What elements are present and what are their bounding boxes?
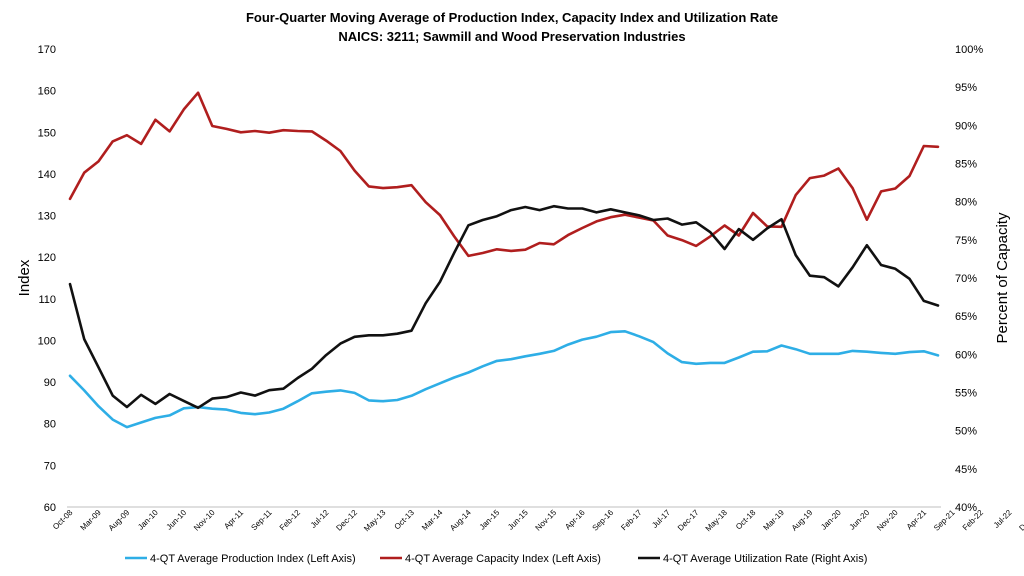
right-tick-label: 45% — [955, 464, 977, 476]
x-axis-ticks: Oct-08 Mar-09 Aug-09 Jan-10 Jun-10 Nov-10 Apr-… — [51, 508, 1024, 534]
right-tick-label: 40% — [955, 502, 977, 514]
x-tick-label: Sep-16 — [591, 508, 616, 533]
x-tick-label: Jul-22 — [992, 508, 1014, 530]
x-tick-label: Apr-11 — [222, 508, 245, 531]
series-line-1 — [68, 329, 940, 429]
x-tick-label: Oct-13 — [393, 508, 417, 532]
x-tick-label: Jan-20 — [819, 508, 843, 532]
x-tick-label: Nov-10 — [192, 508, 217, 533]
x-tick-label: Nov-20 — [875, 508, 900, 533]
left-tick-label: 70 — [44, 460, 56, 472]
x-tick-label: Apr-16 — [563, 508, 587, 532]
right-tick-label: 100% — [955, 44, 983, 56]
x-tick-label: Feb-12 — [278, 508, 303, 533]
right-axis-title: Percent of Capacity — [994, 212, 1011, 343]
x-tick-label: Jul-17 — [650, 508, 672, 530]
left-tick-label: 140 — [38, 169, 56, 181]
legend-label-3: 4-QT Average Utilization Rate (Right Axi… — [663, 553, 867, 565]
x-tick-label: Jan-15 — [478, 508, 502, 532]
left-tick-label: 110 — [38, 294, 56, 306]
x-tick-label: Mar-14 — [420, 508, 445, 533]
x-tick-label: Feb-17 — [619, 508, 644, 533]
left-tick-label: 160 — [38, 86, 56, 98]
chart-subtitle: NAICS: 3211; Sawmill and Wood Preservati… — [338, 29, 685, 44]
left-tick-label: 120 — [38, 252, 56, 264]
left-tick-label: 170 — [38, 44, 56, 56]
chart-title: Four-Quarter Moving Average of Productio… — [246, 10, 778, 25]
series-line-2 — [68, 91, 940, 258]
legend-label-2: 4-QT Average Capacity Index (Left Axis) — [405, 553, 601, 565]
right-tick-label: 90% — [955, 120, 977, 132]
left-axis-ticks: 60 70 80 90 100 110 120 130 140 150 160 170 — [38, 44, 56, 514]
x-tick-label: Mar-09 — [79, 508, 104, 533]
x-tick-label: Jun-20 — [848, 508, 872, 532]
x-tick-label: May-18 — [704, 508, 730, 534]
x-tick-label: Aug-14 — [448, 508, 473, 533]
left-axis-title: Index — [16, 259, 33, 296]
left-tick-label: 130 — [38, 211, 56, 223]
right-tick-label: 80% — [955, 197, 977, 209]
series-line-3 — [68, 204, 940, 410]
x-tick-label: Sep-11 — [249, 508, 274, 533]
x-tick-label: Aug-19 — [790, 508, 815, 533]
x-tick-label: Jan-10 — [136, 508, 160, 532]
right-tick-label: 55% — [955, 388, 977, 400]
right-tick-label: 65% — [955, 311, 977, 323]
right-tick-label: 60% — [955, 349, 977, 361]
x-tick-label: Dec-12 — [334, 508, 359, 533]
right-tick-label: 95% — [955, 82, 977, 94]
left-tick-label: 80 — [44, 419, 56, 431]
right-tick-label: 70% — [955, 273, 977, 285]
right-tick-label: 50% — [955, 426, 977, 438]
left-tick-label: 90 — [44, 377, 56, 389]
x-tick-label: Dec-17 — [676, 508, 701, 533]
x-tick-label: Nov-15 — [534, 508, 559, 533]
left-tick-label: 100 — [38, 335, 56, 347]
x-tick-label: Oct-18 — [734, 508, 758, 532]
x-tick-label: Jul-12 — [309, 508, 331, 530]
legend: 4-QT Average Production Index (Left Axis… — [125, 553, 867, 565]
left-tick-label: 60 — [44, 502, 56, 514]
x-tick-label: Jun-15 — [506, 508, 530, 532]
left-tick-label: 150 — [38, 127, 56, 139]
x-tick-label: Mar-19 — [762, 508, 787, 533]
x-tick-label: Dec-22 — [1017, 508, 1024, 533]
x-tick-label: Sep-21 — [932, 508, 957, 533]
x-tick-label: Apr-21 — [905, 508, 929, 532]
x-tick-label: May-13 — [362, 508, 388, 534]
x-tick-label: Aug-09 — [107, 508, 132, 533]
x-tick-label: Jun-10 — [165, 508, 189, 532]
right-tick-label: 75% — [955, 235, 977, 247]
right-axis-ticks: 40% 45% 50% 55% 60% 65% 70% 75% 80% 85% 90% 95% 100% — [955, 44, 983, 514]
legend-label-1: 4-QT Average Production Index (Left Axis… — [150, 553, 356, 565]
right-tick-label: 85% — [955, 159, 977, 171]
series-lines — [68, 91, 940, 429]
